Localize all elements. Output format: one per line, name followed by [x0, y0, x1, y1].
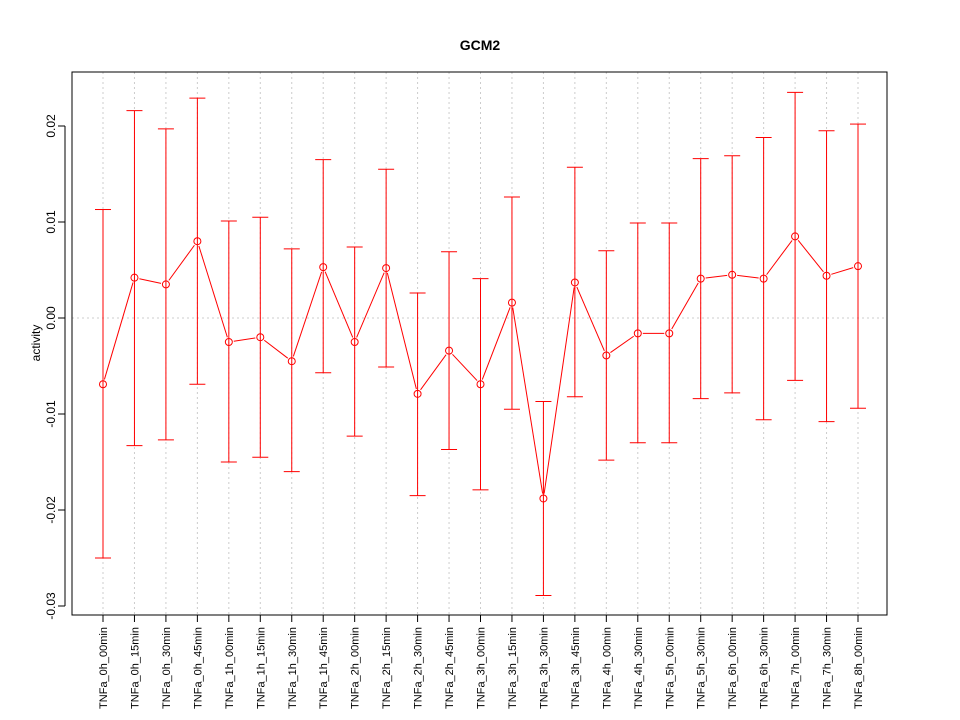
line-segment [386, 272, 417, 390]
x-tick-label: TNFa_4h_00min [601, 627, 613, 709]
chart-title: GCM2 [460, 37, 501, 53]
line-segment [797, 239, 824, 273]
data-point [350, 338, 359, 346]
data-point [256, 333, 265, 342]
data-point [413, 389, 422, 398]
line-segment [452, 353, 478, 381]
line-segment [576, 286, 605, 352]
x-tick-label: TNFa_2h_30min [413, 627, 425, 709]
x-tick-label: TNFa_0h_00min [98, 627, 110, 709]
data-point [445, 346, 454, 355]
x-tick-label: TNFa_7h_30min [822, 627, 834, 709]
data-point [287, 357, 296, 366]
line-segment [543, 287, 575, 494]
data-point [224, 338, 233, 346]
x-tick-label: TNFa_2h_00min [350, 627, 362, 709]
y-tick-label: 0.00 [44, 306, 58, 330]
data-point [570, 278, 579, 287]
data-point [476, 380, 485, 389]
plot-frame [71, 71, 888, 616]
x-tick-label: TNFa_1h_00min [224, 627, 236, 709]
grid [72, 72, 887, 615]
line-segment [766, 240, 793, 275]
line-segment [705, 274, 728, 279]
x-tick-label: TNFa_3h_15min [507, 627, 519, 709]
x-tick-label: TNFa_5h_00min [664, 627, 676, 709]
data-point [161, 280, 170, 289]
line-segment [737, 274, 759, 279]
data-point [854, 262, 862, 271]
y-tick-label: 0.01 [44, 210, 58, 234]
y-axis-label: activity [29, 325, 43, 362]
line-segment [512, 307, 544, 494]
line-segment [198, 245, 228, 338]
data-point [193, 237, 202, 246]
line-segment [103, 282, 134, 380]
line-segment [292, 271, 323, 357]
data-point [633, 329, 642, 338]
x-tick-label: TNFa_0h_30min [161, 627, 173, 709]
line-segment [324, 271, 354, 338]
x-tick-label: TNFa_5h_30min [696, 627, 708, 709]
line-segment [420, 354, 447, 391]
error-bars [95, 91, 866, 596]
x-tick-label: TNFa_1h_45min [318, 627, 330, 709]
data-point [507, 298, 516, 307]
y-tick-label: -0.02 [44, 496, 58, 524]
x-tick-label: TNFa_6h_30min [759, 627, 771, 709]
x-tick-label: TNFa_0h_45min [192, 627, 204, 709]
line-segment [263, 339, 289, 359]
line-segment [356, 272, 385, 338]
data-point [728, 270, 737, 279]
x-tick-label: TNFa_1h_30min [287, 627, 299, 709]
x-tick-label: TNFa_0h_15min [129, 627, 141, 709]
data-point [665, 329, 674, 338]
y-axis: -0.03 -0.02 -0.01 0.00 0.01 0.02 [44, 114, 66, 620]
data-point [99, 380, 107, 389]
series-line [103, 239, 854, 494]
data-point [539, 494, 548, 503]
data-points [99, 232, 862, 503]
x-tick-label: TNFa_4h_30min [633, 627, 645, 709]
x-tick-label: TNFa_3h_45min [570, 627, 582, 709]
data-point [382, 264, 391, 273]
data-point [791, 232, 800, 241]
x-tick-label: TNFa_7h_00min [790, 627, 802, 709]
data-point [319, 263, 328, 272]
line-segment [610, 335, 634, 353]
data-point [696, 274, 705, 283]
x-tick-label: TNFa_3h_00min [476, 627, 488, 709]
y-tick-label: -0.03 [44, 592, 58, 620]
x-axis: TNFa_0h_00min TNFa_0h_15min TNFa_0h_30min T… [98, 615, 865, 709]
data-point [602, 351, 611, 360]
y-tick-label: 0.02 [44, 114, 58, 138]
line-segment [671, 282, 699, 330]
line-segment [481, 307, 511, 380]
x-tick-label: TNFa_6h_00min [727, 627, 739, 709]
line-segment [139, 278, 162, 284]
x-tick-label: TNFa_3h_30min [538, 627, 550, 709]
data-point [822, 271, 831, 280]
data-point [130, 273, 139, 282]
x-tick-label: TNFa_1h_15min [255, 627, 267, 709]
line-segment [831, 267, 854, 275]
x-tick-label: TNFa_8h_00min [853, 627, 865, 709]
x-tick-label: TNFa_2h_45min [444, 627, 456, 709]
line-segment [233, 337, 256, 342]
line-segment [168, 244, 195, 281]
x-tick-label: TNFa_2h_15min [381, 627, 393, 709]
data-point [759, 274, 768, 283]
y-tick-label: -0.01 [44, 400, 58, 428]
